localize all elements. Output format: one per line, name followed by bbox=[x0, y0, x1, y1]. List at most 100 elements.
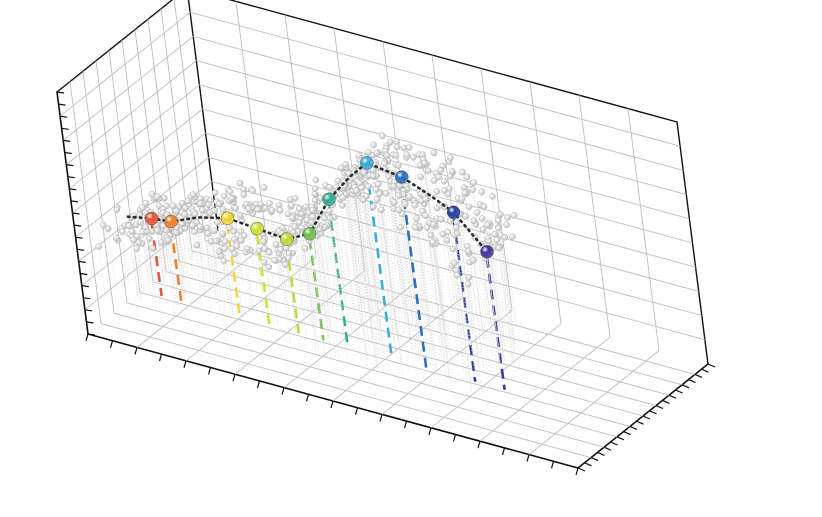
data-point bbox=[226, 224, 233, 231]
floor-grid-line bbox=[152, 281, 644, 417]
data-point bbox=[173, 207, 180, 215]
data-point bbox=[495, 244, 503, 252]
back-wall-grid-line bbox=[480, 68, 513, 311]
data-point bbox=[212, 237, 220, 245]
data-point bbox=[130, 236, 137, 244]
data-point bbox=[221, 245, 229, 252]
point-stem bbox=[494, 244, 510, 356]
x-tick bbox=[256, 380, 261, 389]
x-tick bbox=[428, 427, 432, 435]
point-stem bbox=[278, 252, 289, 323]
x-tick bbox=[575, 467, 579, 476]
data-point bbox=[104, 225, 112, 233]
data-point bbox=[501, 233, 509, 241]
data-point bbox=[444, 228, 452, 236]
point-stem bbox=[314, 193, 336, 357]
data-point bbox=[440, 177, 448, 185]
point-stem bbox=[215, 241, 228, 327]
data-point bbox=[260, 259, 268, 266]
data-point bbox=[164, 236, 172, 244]
point-stem bbox=[432, 244, 451, 383]
depth-tick bbox=[636, 420, 644, 425]
left-wall-grid-line bbox=[59, 11, 191, 117]
point-stem bbox=[363, 195, 386, 364]
data-point bbox=[370, 141, 377, 149]
point-stem bbox=[379, 193, 402, 366]
point-stem bbox=[423, 164, 445, 329]
point-stem bbox=[121, 228, 129, 283]
data-point bbox=[364, 183, 372, 190]
data-point bbox=[352, 187, 360, 195]
data-point bbox=[437, 166, 445, 174]
data-point bbox=[413, 215, 421, 222]
point-stem bbox=[194, 214, 206, 297]
floor-grid-line bbox=[528, 350, 660, 455]
data-point bbox=[395, 192, 402, 199]
data-point bbox=[113, 234, 120, 242]
data-point bbox=[424, 167, 432, 175]
data-point bbox=[393, 143, 401, 151]
point-stem bbox=[268, 251, 279, 326]
point-stem bbox=[357, 193, 380, 361]
data-point bbox=[342, 160, 350, 168]
data-point bbox=[437, 215, 445, 223]
data-point bbox=[463, 173, 471, 181]
point-stem bbox=[322, 228, 334, 309]
data-point bbox=[204, 201, 212, 208]
data-point bbox=[226, 188, 234, 195]
data-point bbox=[233, 242, 241, 250]
point-stem bbox=[422, 154, 446, 331]
data-point bbox=[494, 217, 502, 224]
x-tick bbox=[281, 387, 285, 395]
back-wall-grid-line bbox=[199, 84, 690, 220]
z-tick bbox=[80, 272, 88, 276]
data-point bbox=[458, 195, 466, 203]
point-stem bbox=[351, 185, 367, 299]
x-tick bbox=[330, 400, 334, 409]
z-tick bbox=[86, 321, 94, 324]
point-stem bbox=[424, 164, 446, 324]
data-point bbox=[470, 256, 477, 264]
point-stem bbox=[278, 209, 291, 294]
point-stem bbox=[366, 196, 390, 370]
point-stem bbox=[334, 195, 353, 336]
depth-tick bbox=[668, 394, 677, 399]
data-point bbox=[295, 218, 303, 226]
point-stem bbox=[116, 207, 127, 281]
depth-tick bbox=[597, 451, 605, 456]
data-point bbox=[113, 206, 120, 214]
z-tick bbox=[56, 91, 65, 94]
point-stem bbox=[329, 218, 343, 311]
data-point bbox=[189, 191, 197, 198]
z-tick bbox=[84, 309, 92, 312]
data-point bbox=[133, 244, 140, 252]
data-point bbox=[386, 138, 394, 146]
data-point bbox=[230, 235, 238, 243]
data-point bbox=[470, 179, 477, 186]
point-stem bbox=[427, 198, 448, 358]
point-stem bbox=[178, 232, 188, 301]
data-point bbox=[271, 256, 278, 264]
data-point bbox=[416, 161, 424, 169]
floor-grid-line bbox=[165, 271, 657, 407]
data-point bbox=[149, 244, 156, 252]
data-point bbox=[230, 227, 238, 235]
data-point bbox=[383, 151, 391, 159]
point-stem bbox=[200, 203, 212, 286]
data-point bbox=[459, 168, 466, 176]
data-point bbox=[417, 173, 425, 181]
z-tick bbox=[63, 139, 71, 142]
data-point bbox=[206, 209, 214, 217]
floor-grid-line bbox=[430, 323, 562, 429]
data-point bbox=[284, 210, 292, 218]
highlight-marker bbox=[322, 192, 336, 207]
data-point bbox=[397, 223, 405, 231]
point-stem bbox=[326, 225, 338, 312]
point-stem bbox=[136, 248, 143, 296]
x-tick bbox=[183, 360, 187, 368]
point-stem bbox=[486, 224, 505, 361]
point-stem bbox=[208, 214, 219, 287]
point-stem bbox=[413, 157, 435, 321]
x-tick bbox=[379, 414, 383, 422]
